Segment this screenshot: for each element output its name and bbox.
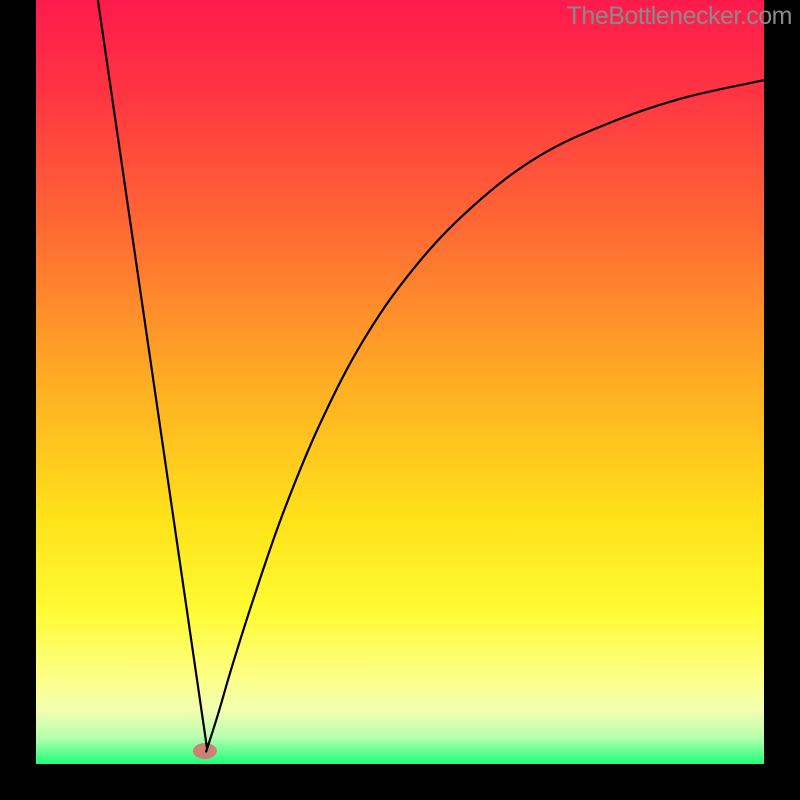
optimal-point-marker <box>193 743 217 759</box>
border-right <box>764 0 800 800</box>
border-bottom <box>0 764 800 800</box>
chart-container: TheBottlenecker.com <box>0 0 800 800</box>
watermark-text: TheBottlenecker.com <box>567 2 792 31</box>
gradient-background <box>36 0 764 764</box>
bottleneck-chart <box>0 0 800 800</box>
border-left <box>0 0 36 800</box>
